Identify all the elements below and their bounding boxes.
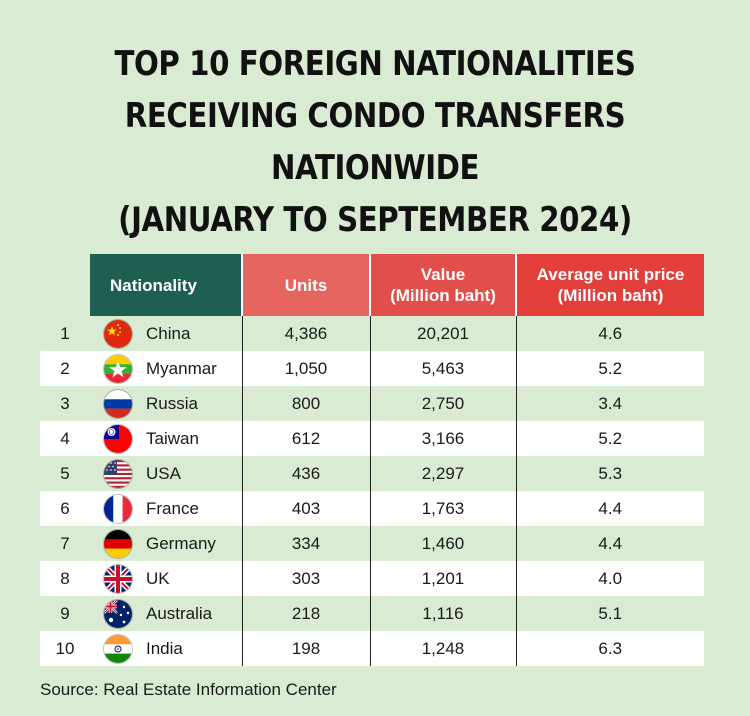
usa-flag-icon bbox=[104, 459, 132, 488]
nationality-header: Nationality bbox=[90, 254, 242, 316]
value-cell: 1,201 bbox=[369, 561, 516, 596]
nationality-name: China bbox=[146, 323, 191, 343]
avg-header-line-1: Average unit price bbox=[536, 265, 685, 284]
nationality-cell: France bbox=[90, 491, 242, 526]
nationality-cell: Australia bbox=[90, 596, 242, 631]
units-cell: 1,050 bbox=[241, 351, 370, 386]
value-cell: 3,166 bbox=[369, 421, 516, 456]
nationality-cell: UK bbox=[90, 561, 242, 596]
value-cell: 20,201 bbox=[369, 316, 516, 351]
nationality-name: USA bbox=[146, 463, 181, 483]
title-line-3: NATIONWIDE bbox=[270, 148, 480, 188]
rank-cell: 8 bbox=[40, 561, 90, 596]
table-row: 1 China 4,386 20,201 4.6 bbox=[40, 316, 704, 351]
table-row: 5 USA 436 2,297 5.3 bbox=[40, 456, 704, 491]
nationality-name: France bbox=[146, 498, 199, 518]
france-flag-icon bbox=[104, 494, 132, 523]
nationality-cell: China bbox=[90, 316, 242, 351]
avg-price-cell: 6.3 bbox=[515, 631, 704, 666]
value-cell: 2,297 bbox=[369, 456, 516, 491]
rank-cell: 10 bbox=[40, 631, 90, 666]
nationality-cell: India bbox=[90, 631, 242, 666]
header-row: Nationality Units Value (Million baht) A… bbox=[40, 254, 704, 316]
nationality-cell: USA bbox=[90, 456, 242, 491]
value-cell: 5,463 bbox=[369, 351, 516, 386]
nationality-name: Australia bbox=[146, 603, 213, 623]
avg-price-cell: 5.2 bbox=[515, 351, 704, 386]
units-cell: 4,386 bbox=[241, 316, 370, 351]
value-cell: 1,460 bbox=[369, 526, 516, 561]
avg-header-line-2: (Million baht) bbox=[557, 286, 664, 305]
nationality-name: Taiwan bbox=[146, 428, 199, 448]
chart-title: TOP 10 FOREIGN NATIONALITIES RECEIVING C… bbox=[53, 38, 698, 246]
avg-price-cell: 4.6 bbox=[515, 316, 704, 351]
rank-cell: 6 bbox=[40, 491, 90, 526]
india-flag-icon bbox=[104, 634, 132, 663]
rank-cell: 7 bbox=[40, 526, 90, 561]
value-cell: 2,750 bbox=[369, 386, 516, 421]
value-cell: 1,763 bbox=[369, 491, 516, 526]
table-row: 9 Australia 218 1,116 5.1 bbox=[40, 596, 704, 631]
title-line-4: (JANUARY TO SEPTEMBER 2024) bbox=[118, 200, 632, 240]
title-line-1: TOP 10 FOREIGN NATIONALITIES bbox=[114, 44, 636, 84]
value-header: Value (Million baht) bbox=[369, 254, 516, 316]
myanmar-flag-icon bbox=[104, 354, 132, 383]
units-cell: 800 bbox=[241, 386, 370, 421]
table-row: 8 UK 303 1,201 4.0 bbox=[40, 561, 704, 596]
value-header-line-1: Value bbox=[420, 265, 466, 284]
nationality-cell: Taiwan bbox=[90, 421, 242, 456]
title-line-2: RECEIVING CONDO TRANSFERS bbox=[124, 96, 626, 136]
value-cell: 1,248 bbox=[369, 631, 516, 666]
nationality-cell: Germany bbox=[90, 526, 242, 561]
avg-price-cell: 5.1 bbox=[515, 596, 704, 631]
value-header-line-2: (Million baht) bbox=[390, 286, 496, 305]
nationality-name: UK bbox=[146, 568, 170, 588]
china-flag-icon bbox=[104, 319, 132, 348]
rank-header bbox=[40, 254, 90, 316]
table-row: 4 Taiwan 612 3,166 5.2 bbox=[40, 421, 704, 456]
units-cell: 218 bbox=[241, 596, 370, 631]
australia-flag-icon bbox=[104, 599, 132, 628]
avg-price-header: Average unit price (Million baht) bbox=[515, 254, 704, 316]
table-row: 3 Russia 800 2,750 3.4 bbox=[40, 386, 704, 421]
taiwan-flag-icon bbox=[104, 424, 132, 453]
table-row: 7 Germany 334 1,460 4.4 bbox=[40, 526, 704, 561]
nationality-name: Russia bbox=[146, 393, 198, 413]
nationality-name: India bbox=[146, 638, 183, 658]
table-row: 6 France 403 1,763 4.4 bbox=[40, 491, 704, 526]
data-table: Nationality Units Value (Million baht) A… bbox=[40, 254, 704, 666]
nationality-cell: Myanmar bbox=[90, 351, 242, 386]
rank-cell: 2 bbox=[40, 351, 90, 386]
nationality-cell: Russia bbox=[90, 386, 242, 421]
avg-price-cell: 4.4 bbox=[515, 526, 704, 561]
rank-cell: 9 bbox=[40, 596, 90, 631]
units-cell: 403 bbox=[241, 491, 370, 526]
uk-flag-icon bbox=[104, 564, 132, 593]
units-cell: 612 bbox=[241, 421, 370, 456]
rank-cell: 1 bbox=[40, 316, 90, 351]
units-header: Units bbox=[241, 254, 370, 316]
russia-flag-icon bbox=[104, 389, 132, 418]
avg-price-cell: 5.3 bbox=[515, 456, 704, 491]
nationality-name: Myanmar bbox=[146, 358, 217, 378]
table-row: 10 India 198 1,248 6.3 bbox=[40, 631, 704, 666]
table-body: 1 China 4,386 20,201 4.6 2 Myanmar 1,050 5,463 5.… bbox=[40, 316, 704, 666]
table-row: 2 Myanmar 1,050 5,463 5.2 bbox=[40, 351, 704, 386]
units-cell: 436 bbox=[241, 456, 370, 491]
value-cell: 1,116 bbox=[369, 596, 516, 631]
units-cell: 334 bbox=[241, 526, 370, 561]
avg-price-cell: 4.0 bbox=[515, 561, 704, 596]
avg-price-cell: 4.4 bbox=[515, 491, 704, 526]
source-note: Source: Real Estate Information Center bbox=[40, 680, 337, 699]
rank-cell: 5 bbox=[40, 456, 90, 491]
rank-cell: 3 bbox=[40, 386, 90, 421]
germany-flag-icon bbox=[104, 529, 132, 558]
rank-cell: 4 bbox=[40, 421, 90, 456]
avg-price-cell: 3.4 bbox=[515, 386, 704, 421]
nationality-name: Germany bbox=[146, 533, 216, 553]
avg-price-cell: 5.2 bbox=[515, 421, 704, 456]
units-cell: 198 bbox=[241, 631, 370, 666]
units-cell: 303 bbox=[241, 561, 370, 596]
